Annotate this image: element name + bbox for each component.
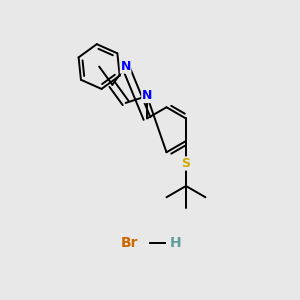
Text: N: N bbox=[120, 60, 131, 73]
Text: S: S bbox=[182, 157, 190, 170]
Text: Br: Br bbox=[120, 236, 138, 250]
Text: H: H bbox=[170, 236, 181, 250]
Text: N: N bbox=[142, 89, 152, 103]
